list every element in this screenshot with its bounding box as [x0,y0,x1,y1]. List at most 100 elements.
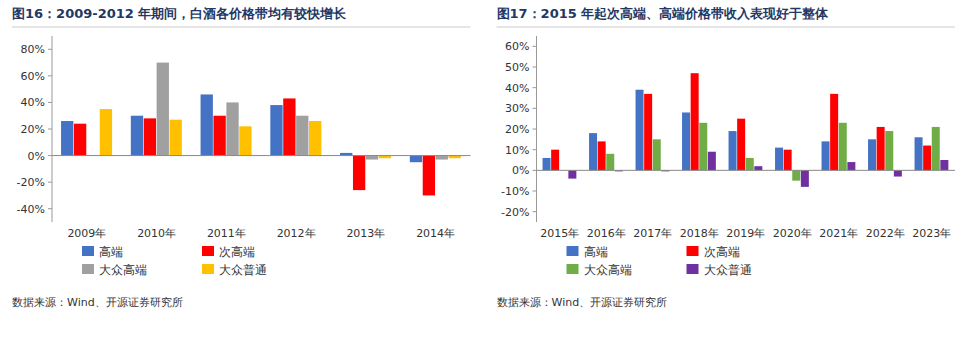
bar [589,133,597,170]
x-tick-label: 2010年 [137,227,176,240]
legend-label: 高端 [584,245,608,259]
bar [283,98,295,155]
legend: 高端 次高端大众高端 大众普通 [567,245,752,277]
bar [436,156,448,160]
bar [410,156,422,163]
x-tick-label: 2013年 [346,227,385,240]
bar [213,116,225,156]
y-tick-label: 0% [28,150,45,163]
y-tick-label: -20% [501,206,529,219]
bar [746,158,754,170]
legend-label: 高端 [99,245,123,259]
bar [353,156,365,191]
source-note: 数据来源：Wind、开源证券研究所 [12,296,183,309]
legend-label: 大众普通 [704,263,752,277]
bar [61,121,73,156]
x-tick-label: 2009年 [67,227,106,240]
chart-title: 图17：2015 年起次高端、高端价格带收入表现好于整体 [497,6,830,21]
x-tick-label: 2022年 [866,227,905,240]
y-axis-line [536,36,537,222]
legend-swatch [202,246,214,256]
chart-title: 图16：2009-2012 年期间，白酒各价格带均有较快增长 [12,6,347,21]
title-rule [497,27,956,28]
bar [366,156,378,160]
legend-label: 次高端 [704,245,740,259]
y-tick-label: 10% [505,144,529,157]
legend-label: 大众普通 [219,263,267,277]
y-tick [48,102,52,103]
bar [801,170,809,187]
y-tick [48,155,52,156]
bars [543,73,949,187]
y-tick [48,49,52,50]
bars [61,63,461,196]
bar [822,141,830,170]
bar [144,118,156,155]
zero-line [52,155,471,156]
bar [682,112,690,170]
x-tick-label: 2020年 [773,227,812,240]
bar [239,126,251,155]
bar [915,137,923,170]
bar [885,131,893,170]
y-tick-label: 80% [21,43,45,56]
y-tick [533,46,537,47]
x-tick-label: 2021年 [819,227,858,240]
y-tick-label: 20% [505,123,529,136]
bar [792,170,800,180]
bar [296,116,308,156]
y-tick [48,208,52,209]
legend-label: 次高端 [219,245,255,259]
bar [737,119,745,171]
y-tick-label: 60% [21,70,45,83]
x-tick-label: 2011年 [207,227,246,240]
legend-swatch [202,264,214,274]
y-tick-label: 40% [21,96,45,109]
bar [754,166,762,170]
legend-label: 大众高端 [99,263,147,277]
source-note: 数据来源：Wind、开源证券研究所 [497,296,668,309]
bar [131,116,143,156]
bar [894,170,902,176]
legend-label: 大众高端 [584,263,632,277]
bar [270,105,282,155]
bar [940,160,948,170]
y-axis-line [52,36,53,222]
y-tick [48,182,52,183]
chart-container: 图16：2009-2012 年期间，白酒各价格带均有较快增长 -40% -20% 0%… [0,0,969,348]
bar [157,63,169,156]
bar [839,123,847,171]
y-tick-label: -40% [17,203,45,216]
background [0,0,969,348]
bar [847,162,855,170]
legend-swatch [82,246,94,256]
legend: 高端 次高端大众高端 大众普通 [82,245,267,277]
y-tick [533,108,537,109]
y-tick-label: 40% [505,82,529,95]
bar [729,131,737,170]
bar [877,127,885,170]
y-tick [533,211,537,212]
bar [606,154,614,171]
y-tick-label: 50% [505,61,529,74]
bar [699,123,707,171]
legend-swatch [82,264,94,274]
y-tick [48,75,52,76]
y-tick [48,129,52,130]
legend-swatch [687,264,699,274]
bar [74,124,86,156]
bar [598,141,606,170]
bar [568,170,576,178]
y-tick-label: 30% [505,102,529,115]
bar [830,94,838,170]
panel: 图16：2009-2012 年期间，白酒各价格带均有较快增长 -40% -20% 0%… [12,6,471,309]
y-tick-label: -20% [17,176,45,189]
y-tick-label: 0% [512,164,529,177]
x-tick-label: 2014年 [416,227,455,240]
y-tick [533,149,537,150]
bar [100,109,112,156]
y-tick [533,170,537,171]
bar [784,150,792,171]
bar [309,121,321,156]
x-tick-label: 2016年 [587,227,626,240]
